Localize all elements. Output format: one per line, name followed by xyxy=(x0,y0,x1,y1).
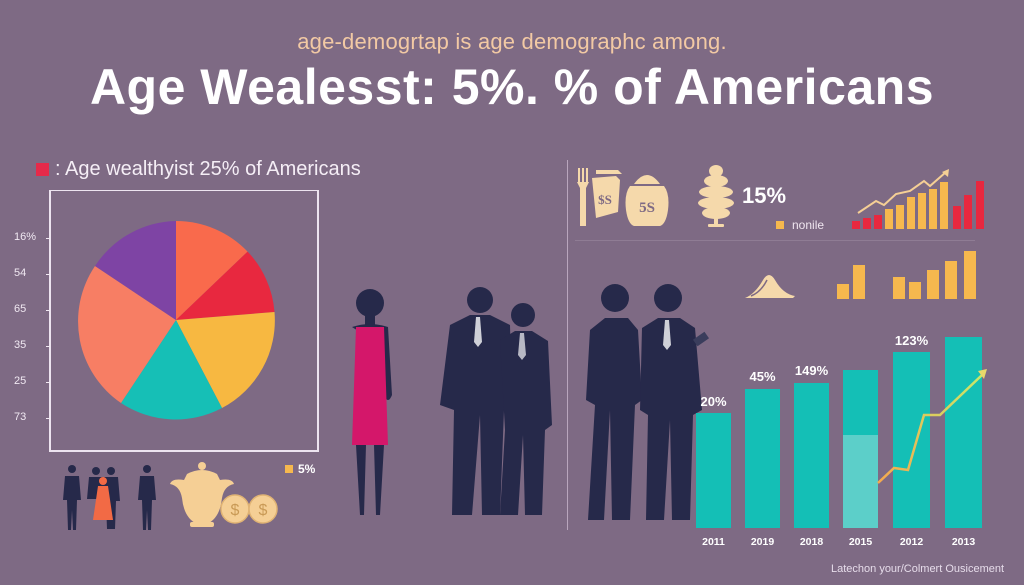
bar-2015-lower xyxy=(843,435,878,528)
x-axis-label: 2012 xyxy=(899,536,924,548)
bar-value-label: 123% xyxy=(894,333,929,348)
legend-swatch-red xyxy=(36,163,49,176)
bar-2018 xyxy=(794,383,829,528)
pie-chart-frame xyxy=(49,190,319,452)
pie-slice xyxy=(176,251,275,320)
section-divider xyxy=(575,240,975,241)
bar-value-label: 149% xyxy=(794,363,829,378)
woman-silhouette xyxy=(352,289,392,515)
y-tick: 35 xyxy=(14,339,50,351)
bar-2015 xyxy=(843,370,878,435)
five-percent-label: 5% xyxy=(298,462,316,476)
y-tick: 54 xyxy=(14,267,50,279)
y-tick: 65 xyxy=(14,303,50,315)
pie-slice xyxy=(176,312,275,408)
y-tick: 16% xyxy=(14,231,50,243)
svg-text:5S: 5S xyxy=(639,200,655,216)
pie-slice xyxy=(78,266,176,403)
legend-swatch-gold xyxy=(776,221,784,229)
coins-icon: $ $ xyxy=(220,494,278,524)
chart-caption: Latechon your/Colmert Ousicement xyxy=(831,563,1005,575)
bar-2013 xyxy=(945,337,982,528)
x-axis-label: 2015 xyxy=(848,536,873,548)
bar-value-label: 20% xyxy=(700,394,727,409)
stat-value: 15% xyxy=(742,183,787,208)
bar-2012 xyxy=(893,352,930,528)
x-axis-label: 2018 xyxy=(799,536,824,548)
pie-slice xyxy=(176,221,248,320)
x-axis-label: 2013 xyxy=(951,536,976,548)
bar-2019 xyxy=(745,389,780,528)
mini-trend-chart xyxy=(852,169,984,229)
teapot-icon: $ $ xyxy=(170,462,278,527)
fork-knife-icon: $S xyxy=(577,168,622,226)
bar-2011 xyxy=(696,413,731,528)
x-axis-label: 2019 xyxy=(750,536,775,548)
svg-text:$S: $S xyxy=(598,192,612,207)
pie-slice xyxy=(95,221,176,320)
nonile-label: nonile xyxy=(792,218,825,232)
x-axis-label: 2011 xyxy=(702,536,725,548)
business-people-silhouettes xyxy=(352,287,552,515)
subtitle: age-demogrtap is age demographc among. xyxy=(297,29,727,54)
pie-chart xyxy=(78,221,275,420)
svg-text:$: $ xyxy=(231,502,240,519)
beehive-icon xyxy=(698,165,734,227)
mini-bar-chart xyxy=(837,251,976,299)
pie-legend-label: : Age wealthyist 25% of Americans xyxy=(55,158,361,180)
five-percent-legend: 5% xyxy=(285,462,315,476)
y-tick: 25 xyxy=(14,375,50,387)
bar-value-label: 45% xyxy=(749,369,776,384)
trend-line xyxy=(877,369,987,484)
nonile-legend: nonile xyxy=(776,218,824,232)
business-people-silhouettes-2 xyxy=(586,284,710,520)
legend-swatch-gold xyxy=(285,465,293,473)
people-group-icon xyxy=(63,465,156,530)
bell-curve-icon xyxy=(745,275,795,298)
pie-legend: : Age wealthyist 25% of Americans xyxy=(36,158,361,181)
section-divider xyxy=(567,160,568,530)
page-title: Age Wealesst: 5%. % of Americans xyxy=(89,59,935,115)
svg-text:$: $ xyxy=(259,502,268,519)
pie-slice xyxy=(121,320,222,420)
money-bag-icon: 5S xyxy=(625,175,669,226)
y-tick: 73 xyxy=(14,411,50,423)
